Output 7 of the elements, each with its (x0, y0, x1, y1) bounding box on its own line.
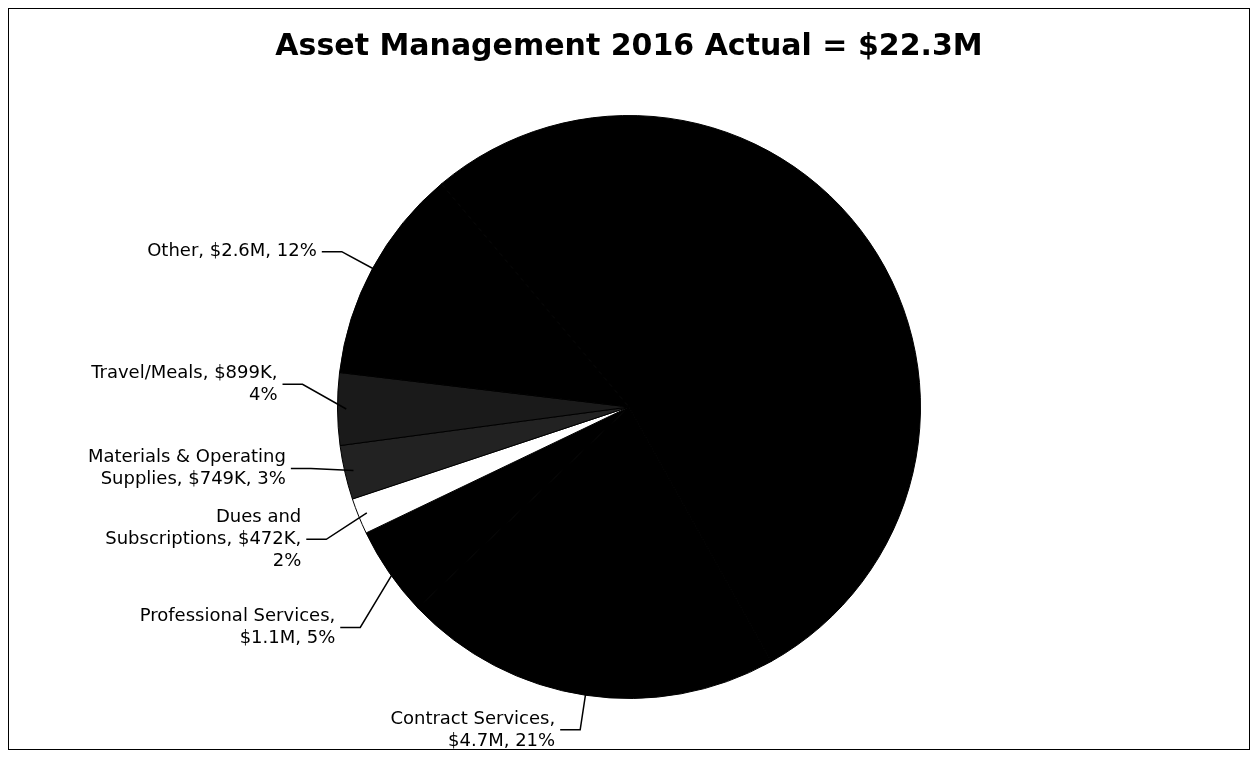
slice-label: Professional Services, $1.1M, 5% (139, 604, 336, 648)
slice-label: Dues and Subscriptions, $472K, 2% (105, 504, 302, 570)
slice-label: Contract Services, $4.7M, 21% (390, 706, 556, 750)
chart-title: Asset Management 2016 Actual = $22.3M (275, 26, 983, 62)
slice-label: Materials & Operating Supplies, $749K, 3% (87, 445, 286, 489)
slice-label: Other, $2.6M, 12% (147, 239, 317, 261)
slice-label: Travel/Meals, $899K, 4% (90, 360, 278, 404)
